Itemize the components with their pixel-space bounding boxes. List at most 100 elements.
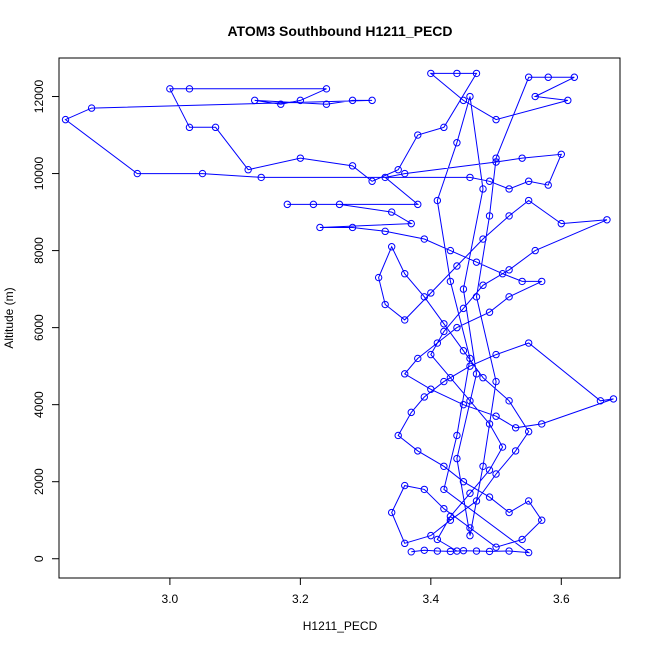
data-point xyxy=(479,281,487,289)
data-point xyxy=(277,100,285,108)
data-point xyxy=(446,246,455,255)
data-point xyxy=(420,393,429,401)
data-point xyxy=(433,196,442,205)
data-point xyxy=(446,512,455,521)
data-point xyxy=(387,508,396,517)
data-point xyxy=(485,420,494,428)
data-point xyxy=(401,481,409,490)
data-point xyxy=(316,223,324,232)
y-tick-label: 4000 xyxy=(32,391,46,418)
data-point xyxy=(485,547,494,556)
y-tick-label: 0 xyxy=(32,555,46,562)
data-point xyxy=(387,208,396,216)
data-point xyxy=(433,339,442,347)
data-point xyxy=(211,123,220,132)
data-point xyxy=(570,73,579,81)
data-point xyxy=(401,316,409,324)
data-point xyxy=(518,154,526,162)
data-point xyxy=(453,454,461,463)
data-point xyxy=(472,258,481,266)
data-point xyxy=(420,546,429,554)
data-point xyxy=(459,304,468,313)
y-tick-label: 2000 xyxy=(32,468,46,495)
data-point xyxy=(466,92,474,101)
data-point xyxy=(420,293,429,301)
data-point xyxy=(440,462,448,470)
data-point xyxy=(348,96,357,105)
data-point xyxy=(414,447,422,455)
data-point xyxy=(603,216,611,224)
data-point xyxy=(433,535,442,544)
data-point xyxy=(440,504,448,513)
data-point xyxy=(466,362,474,370)
data-point xyxy=(459,96,468,105)
data-point xyxy=(296,154,305,162)
data-point xyxy=(466,524,474,532)
data-point xyxy=(453,139,461,147)
data-point xyxy=(524,196,533,205)
data-point xyxy=(368,177,376,185)
data-point xyxy=(401,370,409,378)
data-point xyxy=(544,181,552,189)
data-point xyxy=(407,408,415,417)
data-point xyxy=(505,185,513,193)
data-point xyxy=(518,277,526,286)
data-point xyxy=(374,273,383,282)
x-axis-label: H1211_PECD xyxy=(303,619,378,633)
x-tick-label: 3.2 xyxy=(292,592,309,606)
data-point xyxy=(322,85,331,93)
data-point xyxy=(440,377,448,386)
data-point xyxy=(492,543,500,551)
data-point xyxy=(283,200,292,209)
data-point xyxy=(133,169,141,178)
data-point xyxy=(427,385,435,393)
data-point xyxy=(459,285,468,293)
data-point xyxy=(505,547,513,555)
data-point xyxy=(440,327,448,336)
data-point xyxy=(472,547,481,555)
data-point xyxy=(387,243,396,251)
data-point xyxy=(407,548,415,556)
data-point xyxy=(198,169,207,178)
data-point xyxy=(348,223,357,232)
data-point xyxy=(564,96,572,105)
data-point xyxy=(479,185,487,193)
data-point xyxy=(472,497,481,505)
plot-frame xyxy=(58,57,621,579)
data-point xyxy=(453,431,461,440)
data-point xyxy=(427,531,435,540)
data-point xyxy=(414,200,422,209)
data-point xyxy=(485,177,494,185)
data-point xyxy=(309,200,318,209)
data-point xyxy=(381,300,389,309)
data-point xyxy=(492,115,500,124)
data-point xyxy=(466,354,474,363)
data-point xyxy=(492,154,500,162)
data-point xyxy=(485,493,494,501)
data-point xyxy=(296,96,305,105)
data-point xyxy=(479,235,487,243)
data-point xyxy=(427,350,435,359)
data-point xyxy=(427,289,435,297)
data-point xyxy=(492,350,500,359)
data-point xyxy=(420,485,429,494)
data-point xyxy=(538,516,546,524)
data-point xyxy=(459,347,468,355)
data-point xyxy=(368,96,376,105)
y-tick-label: 6000 xyxy=(32,314,46,341)
series-line xyxy=(64,72,614,554)
data-point xyxy=(453,262,461,270)
data-point xyxy=(466,397,474,405)
data-point xyxy=(381,173,389,182)
data-point xyxy=(257,173,265,182)
data-point xyxy=(420,235,429,243)
y-tick-label: 10000 xyxy=(32,157,46,191)
data-point xyxy=(166,85,174,93)
data-point xyxy=(401,539,409,548)
data-point xyxy=(524,73,533,81)
data-point xyxy=(440,485,448,494)
data-point xyxy=(557,219,565,228)
data-point xyxy=(511,424,520,432)
data-point xyxy=(485,308,494,316)
x-tick-label: 3.4 xyxy=(422,592,439,606)
